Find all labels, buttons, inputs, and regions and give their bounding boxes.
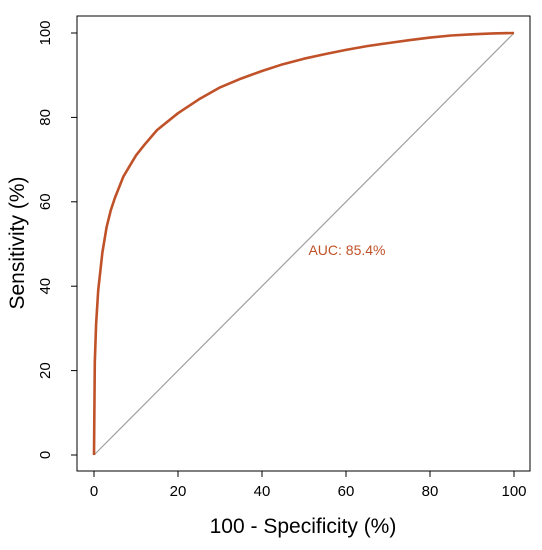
x-axis: 0 20 40 60 80 100 — [90, 471, 527, 500]
plot-area-border — [76, 15, 531, 472]
x-tick-label-0: 0 — [90, 483, 98, 500]
x-tick-label-20: 20 — [170, 483, 187, 500]
x-tick-label-100: 100 — [501, 483, 526, 500]
x-tick-label-60: 60 — [338, 483, 355, 500]
reference-diagonal-line — [93, 32, 515, 456]
series-layer — [92, 31, 515, 456]
y-tick-label-0: 0 — [37, 451, 54, 459]
x-tick-label-80: 80 — [422, 483, 439, 500]
y-tick-label-60: 60 — [37, 193, 54, 210]
x-axis-title: 100 - Specificity (%) — [210, 515, 397, 538]
auc-annotation: AUC: 85.4% — [308, 242, 385, 258]
y-axis: 0 20 40 60 80 100 — [37, 20, 77, 459]
y-tick-label-20: 20 — [37, 362, 54, 379]
y-axis-title: Sensitivity (%) — [6, 176, 29, 309]
x-tick-label-40: 40 — [254, 483, 271, 500]
y-tick-label-100: 100 — [37, 20, 54, 45]
roc-curve-line — [92, 31, 515, 456]
y-tick-label-40: 40 — [37, 278, 54, 295]
y-tick-label-80: 80 — [37, 109, 54, 126]
